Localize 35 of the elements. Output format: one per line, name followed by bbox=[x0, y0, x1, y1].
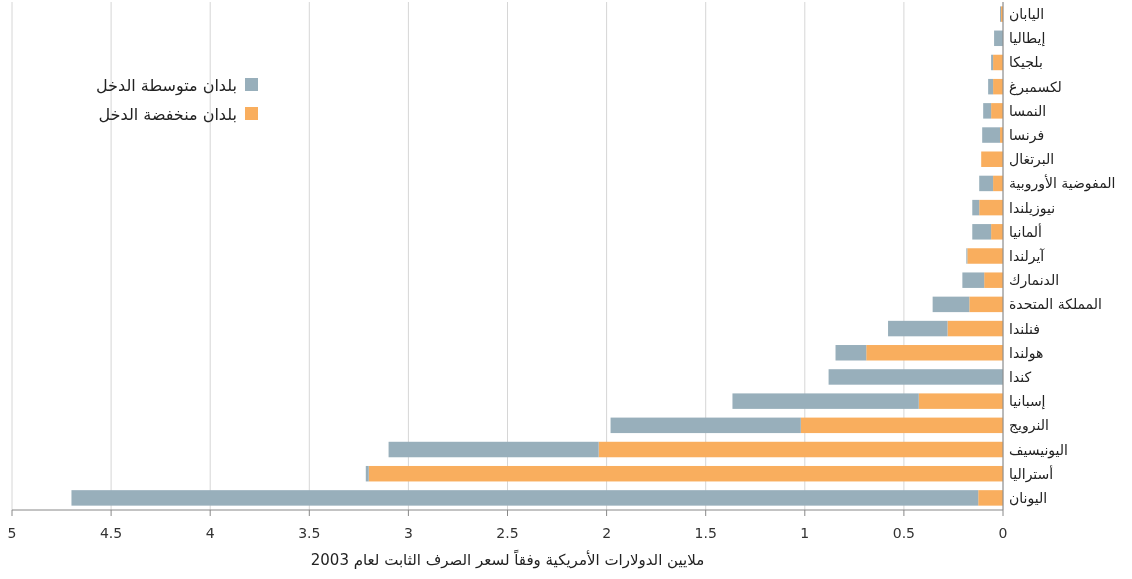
y-tick-label: بلجيكا bbox=[1009, 54, 1043, 71]
x-tick-label: 1 bbox=[800, 525, 810, 541]
y-tick-label: اليونيسيف bbox=[1009, 441, 1068, 459]
x-tick-label: 3.5 bbox=[298, 525, 321, 541]
y-tick-label: البرتغال bbox=[1009, 151, 1055, 169]
y-tick-label: نيوزيلندا bbox=[1009, 199, 1056, 217]
y-tick-label: اليابان bbox=[1009, 6, 1045, 23]
x-tick-label: 3 bbox=[403, 525, 413, 541]
y-tick-label: المفوضية الأوروبية bbox=[1009, 174, 1116, 193]
y-tick-label: أستراليا bbox=[1009, 464, 1054, 483]
x-tick-label: 2 bbox=[602, 525, 612, 541]
y-tick-label: ألمانيا bbox=[1009, 222, 1043, 240]
y-tick-label: اليونان bbox=[1009, 489, 1048, 507]
y-tick-label: النرويج bbox=[1009, 417, 1049, 435]
x-tick-label: 4.5 bbox=[99, 525, 123, 541]
x-tick-label: 1.5 bbox=[694, 525, 717, 541]
x-axis-title: ملايين الدولارات الأمريكية وفقاً لسعر الصرف الثابت لعام 2003 bbox=[310, 548, 705, 569]
y-tick-label: المملكة المتحدة bbox=[1009, 296, 1102, 313]
y-tick-label: آيرلندا bbox=[1009, 248, 1046, 265]
y-tick-label: كندا bbox=[1009, 368, 1032, 385]
legend-label: بلدان متوسطة الدخل bbox=[95, 75, 237, 96]
legend-label: بلدان منخفضة الدخل bbox=[98, 104, 237, 124]
y-tick-label: إسبانيا bbox=[1009, 393, 1046, 411]
y-tick-label: فنلندا bbox=[1009, 320, 1041, 337]
y-tick-label: هولندا bbox=[1009, 344, 1044, 362]
y-tick-label: فرنسا bbox=[1009, 127, 1045, 145]
x-tick-label: 2.5 bbox=[496, 525, 519, 541]
x-tick-label: 5 bbox=[7, 525, 17, 541]
y-tick-label: النمسا bbox=[1009, 102, 1047, 119]
x-tick-label: 0.5 bbox=[892, 525, 916, 541]
y-tick-label: لكسمبرغ bbox=[1009, 78, 1062, 96]
y-tick-label: إيطاليا bbox=[1009, 30, 1046, 48]
x-tick-label: 0 bbox=[998, 525, 1008, 541]
x-tick-label: 4 bbox=[205, 525, 215, 541]
y-tick-label: الدنمارك bbox=[1009, 272, 1060, 290]
